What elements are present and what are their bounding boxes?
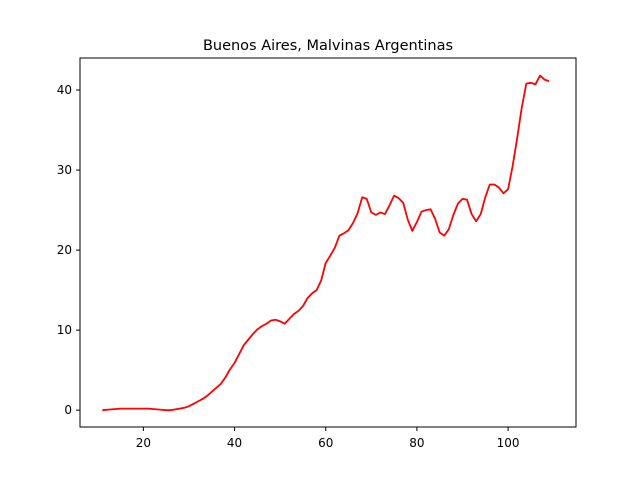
- y-tick-label: 0: [64, 403, 72, 417]
- x-tick-label: 100: [497, 436, 520, 450]
- x-axis-ticks: 20 40 60 80 100: [136, 427, 520, 450]
- series-line: [102, 74, 550, 412]
- y-tick-label: 40: [57, 83, 72, 97]
- x-tick-label: 40: [227, 436, 242, 450]
- x-tick-label: 60: [318, 436, 333, 450]
- plot-area-frame: [79, 57, 577, 428]
- chart-title: Buenos Aires, Malvinas Argentinas: [203, 38, 453, 54]
- series-layer: [102, 74, 550, 412]
- y-tick-label: 20: [57, 243, 72, 257]
- y-tick-label: 10: [57, 323, 72, 337]
- y-tick-label: 30: [57, 163, 72, 177]
- y-axis-ticks: 0 10 20 30 40: [57, 83, 80, 417]
- x-tick-label: 80: [409, 436, 424, 450]
- x-tick-label: 20: [136, 436, 151, 450]
